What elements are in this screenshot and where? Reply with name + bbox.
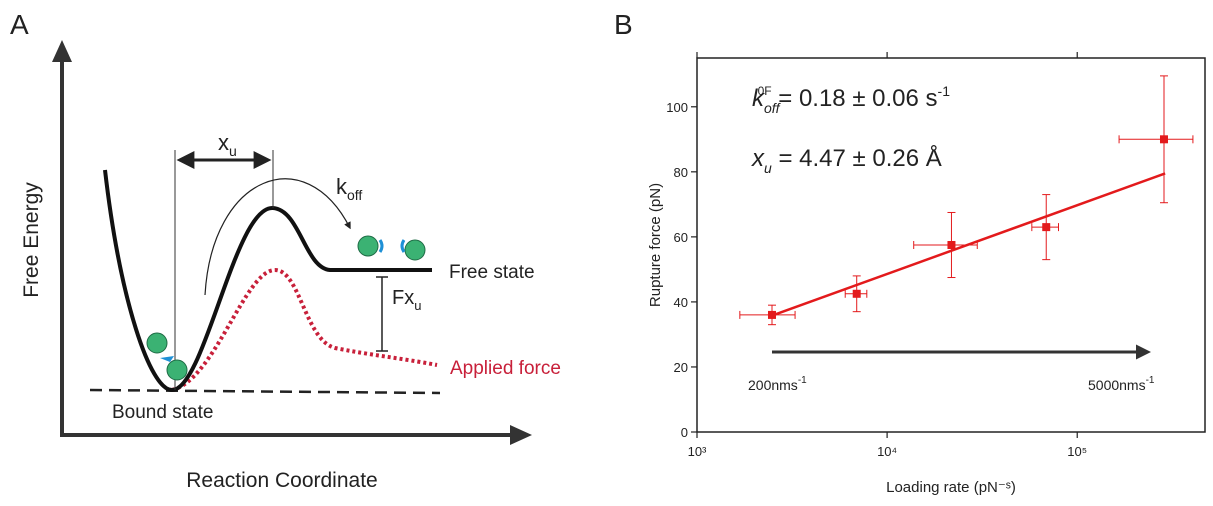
- y-tick-label: 60: [674, 230, 688, 245]
- low-speed-label: 200nms-1: [748, 375, 807, 393]
- y-arrow: [52, 40, 72, 62]
- distance-label: xu: [218, 130, 237, 159]
- free-state-label: Free state: [449, 262, 535, 283]
- applied-force-label: Applied force: [450, 358, 561, 379]
- plot-frame: [696, 57, 1206, 433]
- y-tick-label: 80: [674, 165, 688, 180]
- y-label: Rupture force (pN): [647, 183, 664, 307]
- point: [947, 241, 956, 249]
- panel-a: A Free Energy Reaction Coordinate xu kof…: [10, 9, 561, 492]
- y-tick-label: 0: [681, 425, 688, 440]
- point: [1159, 135, 1168, 144]
- x-arrow: [510, 425, 532, 445]
- x-tick-label: 10⁵: [1067, 444, 1087, 459]
- panel-label: A: [10, 9, 29, 40]
- rate-annotation: koff0F = 0.18 ± 0.06 s-1: [752, 83, 950, 116]
- y-label: Free Energy: [20, 182, 43, 298]
- distance-annotation: xu = 4.47 ± 0.26 Å: [751, 144, 942, 176]
- x-tick-label: 10⁴: [877, 444, 897, 459]
- energy-curve: [103, 169, 432, 393]
- x-label: Loading rate (pN⁻ˢ): [886, 479, 1016, 496]
- point: [767, 310, 776, 319]
- molecule-bound: [146, 332, 188, 381]
- panel-b: B Rupture force (pN) Loading rate (pN⁻ˢ)…: [614, 9, 1206, 496]
- rate-arrow: [204, 178, 351, 296]
- high-speed-label: 5000nms-1: [1088, 375, 1155, 393]
- y-tick-label: 20: [674, 360, 688, 375]
- x-label: Reaction Coordinate: [186, 469, 377, 492]
- x-tick-label: 10³: [688, 444, 707, 459]
- point: [852, 289, 861, 298]
- molecule-free: [357, 235, 426, 261]
- bound-line: [89, 388, 441, 395]
- panel-label: B: [614, 9, 633, 40]
- y-tick-label: 100: [666, 100, 688, 115]
- force-label: Fxu: [392, 287, 421, 313]
- y-tick-label: 40: [674, 295, 688, 310]
- rate-label: koff: [336, 174, 362, 203]
- point: [1042, 223, 1051, 232]
- bound-state-label: Bound state: [112, 402, 213, 423]
